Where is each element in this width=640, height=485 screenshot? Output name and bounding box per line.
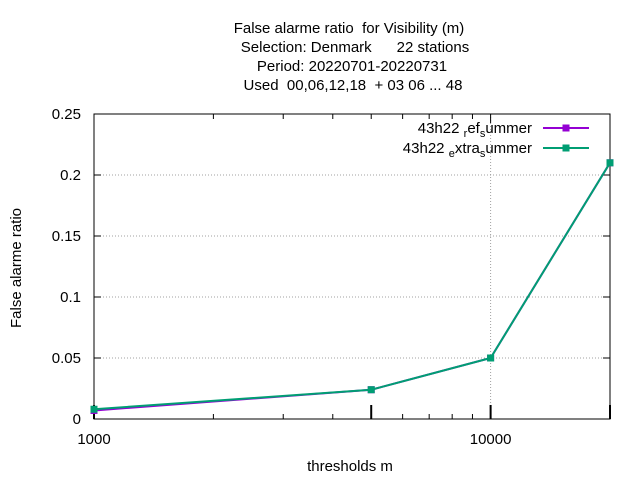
- series-2-point: [90, 405, 98, 413]
- plot-border: [93, 113, 611, 420]
- title-line-4: Used 00,06,12,18 + 03 06 ... 48: [244, 77, 463, 94]
- legend-item-2: 43h22 extrasummer: [403, 140, 589, 160]
- series-1-line: [93, 162, 611, 412]
- legend-marker-sample: [562, 144, 570, 152]
- title-line-3: Period: 20220701-20220731: [257, 58, 447, 75]
- x-axis-label: thresholds m: [307, 458, 393, 475]
- y-tick-label: 0.1: [60, 289, 81, 306]
- series-2: [90, 159, 614, 413]
- title-line-2: Selection: Denmark 22 stations: [241, 39, 469, 56]
- series-2-point: [606, 159, 614, 167]
- plot-frame: [93, 113, 611, 420]
- series-2-line: [93, 162, 611, 411]
- y-tick-label: 0.05: [52, 350, 81, 367]
- y-tick-label: 0.15: [52, 228, 81, 245]
- y-tick-label: 0.2: [60, 167, 81, 184]
- legend-label: 43h22 refsummer: [418, 120, 532, 140]
- chart-title: False alarme ratio for Visibility (m) Se…: [234, 20, 470, 94]
- axis-ticks: 0 0.05 0.1 0.15 0.2 0.25 1000 10000: [52, 106, 611, 448]
- grid-lines: [94, 114, 610, 419]
- legend-marker-sample: [562, 124, 570, 132]
- y-tick-label: 0: [73, 411, 81, 428]
- x-tick-label: 1000: [77, 431, 110, 448]
- legend-item-1: 43h22 refsummer: [418, 120, 589, 140]
- x-tick-label: 10000: [470, 431, 512, 448]
- series-2-point: [487, 354, 495, 362]
- y-axis-label: False alarme ratio: [8, 208, 25, 328]
- title-line-1: False alarme ratio for Visibility (m): [234, 20, 465, 37]
- legend-label: 43h22 extrasummer: [403, 140, 532, 160]
- series-2-point: [367, 386, 375, 394]
- y-tick-label: 0.25: [52, 106, 81, 123]
- series-layer: [90, 159, 614, 414]
